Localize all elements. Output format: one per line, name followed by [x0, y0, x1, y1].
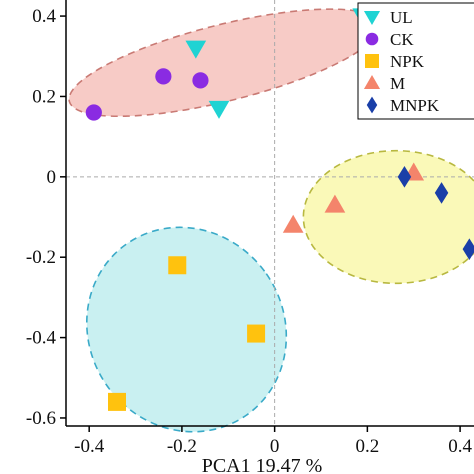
legend-label-ck: CK [390, 30, 414, 49]
group-ellipses [68, 8, 474, 433]
y-tick-label: -0.2 [26, 247, 56, 268]
legend-label-ul: UL [390, 8, 413, 27]
point-ck-3 [192, 72, 209, 89]
y-tick-label: -0.4 [26, 328, 57, 349]
legend-marker-ul [363, 11, 381, 26]
point-m-1 [282, 214, 304, 233]
point-ck-1 [85, 104, 102, 121]
point-ul-2 [208, 100, 230, 119]
point-ul-1 [185, 40, 207, 59]
x-tick-label: -0.4 [74, 436, 105, 457]
legend: UL CK NPK M MNPK [357, 2, 474, 120]
y-tick-label: 0 [47, 167, 57, 188]
y-tick-label: 0.4 [32, 6, 56, 27]
x-tick-label: 0.4 [448, 436, 472, 457]
x-tick-label: -0.2 [167, 436, 197, 457]
point-mnpk-2 [434, 182, 449, 204]
point-m-2 [324, 194, 346, 213]
axes: -0.4 -0.2 0 0.2 0.4 -0.6 -0.4 -0.2 0 0.2 0.4 [26, 0, 474, 457]
point-npk-3 [247, 324, 266, 343]
point-npk-2 [168, 256, 187, 275]
x-axis-title: PCA1 19.47 % [202, 455, 323, 474]
point-mnpk-1 [397, 166, 412, 188]
point-mnpk-3 [462, 238, 474, 260]
legend-marker-ck [365, 32, 379, 46]
legend-marker-mnpk [366, 96, 378, 114]
x-tick-label: 0 [270, 436, 280, 457]
ellipse-npk [85, 226, 288, 433]
ellipse-ck_ul [68, 8, 381, 118]
y-tick-label: -0.6 [26, 408, 56, 429]
legend-label-mnpk: MNPK [390, 96, 440, 115]
legend-marker-npk [365, 54, 379, 68]
legend-label-m: M [390, 74, 405, 93]
x-tick-label: 0.2 [355, 436, 379, 457]
legend-marker-m [363, 74, 381, 89]
point-npk-1 [108, 392, 126, 411]
legend-label-npk: NPK [390, 52, 425, 71]
ellipse-m_mnpk [302, 149, 474, 285]
y-tick-label: 0.2 [32, 86, 56, 107]
point-ck-2 [155, 68, 172, 85]
